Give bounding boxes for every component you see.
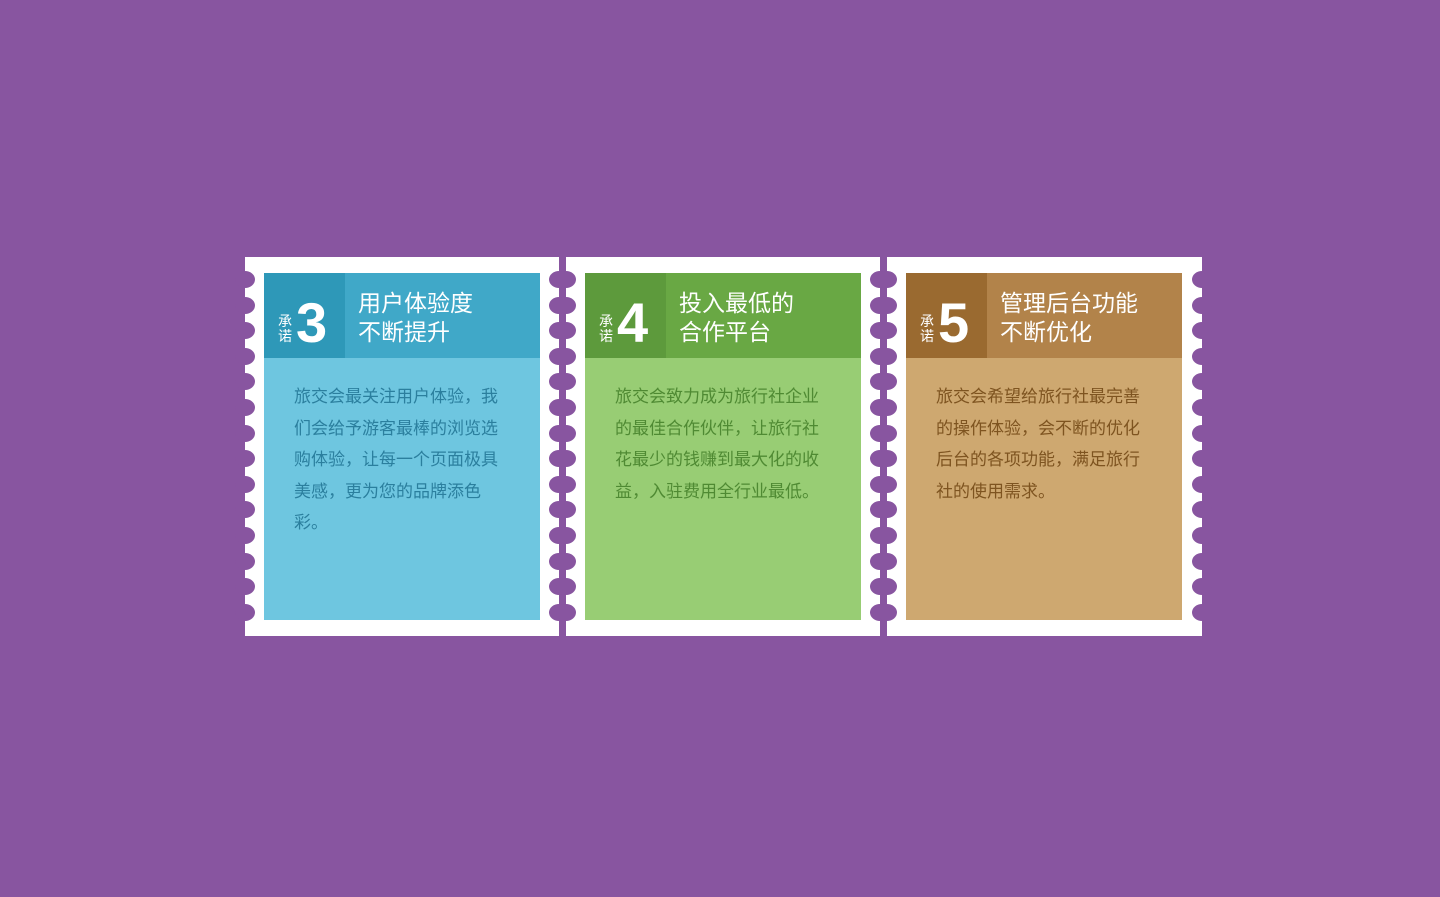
card-description: 旅交会希望给旅行社最完善的操作体验，会不断的优化后台的各项功能，满足旅行社的使用… [936, 387, 1140, 502]
card-title: 投入最低的 合作平台 [679, 290, 859, 348]
promise-label: 承诺 [599, 314, 613, 345]
card-header: 承诺 4 投入最低的 合作平台 [585, 273, 861, 358]
card-header: 承诺 5 管理后台功能 不断优化 [906, 273, 1182, 358]
card-title-line-1: 投入最低的 [679, 291, 794, 317]
card-title-line-1: 用户体验度 [358, 291, 473, 317]
promise-stamp-3: 承诺 3 用户体验度 不断提升 旅交会最关注用户体验，我们会给予游客最棒的浏览选… [235, 257, 569, 636]
card-body: 旅交会致力成为旅行社企业的最佳合作伙伴，让旅行社花最少的钱赚到最大化的收益，入驻… [585, 358, 861, 620]
promise-badge: 承诺 4 [585, 273, 666, 358]
promise-card: 承诺 4 投入最低的 合作平台 旅交会致力成为旅行社企业的最佳合作伙伴，让旅行社… [585, 273, 861, 620]
promise-label: 承诺 [278, 314, 292, 345]
stamp-perforation-left [235, 271, 255, 621]
promise-stamp-5: 承诺 5 管理后台功能 不断优化 旅交会希望给旅行社最完善的操作体验，会不断的优… [877, 257, 1212, 636]
card-title: 管理后台功能 不断优化 [1000, 290, 1180, 348]
promise-card: 承诺 5 管理后台功能 不断优化 旅交会希望给旅行社最完善的操作体验，会不断的优… [906, 273, 1182, 620]
card-title: 用户体验度 不断提升 [358, 290, 538, 348]
card-body: 旅交会最关注用户体验，我们会给予游客最棒的浏览选购体验，让每一个页面极具美感，更… [264, 358, 540, 620]
card-title-line-2: 不断优化 [1000, 320, 1092, 346]
card-title-line-1: 管理后台功能 [1000, 291, 1138, 317]
promise-number: 5 [938, 291, 970, 354]
promise-number: 3 [296, 291, 328, 354]
promise-card: 承诺 3 用户体验度 不断提升 旅交会最关注用户体验，我们会给予游客最棒的浏览选… [264, 273, 540, 620]
card-body: 旅交会希望给旅行社最完善的操作体验，会不断的优化后台的各项功能，满足旅行社的使用… [906, 358, 1182, 620]
stamp-perforation-left [877, 271, 897, 621]
card-description: 旅交会最关注用户体验，我们会给予游客最棒的浏览选购体验，让每一个页面极具美感，更… [294, 387, 498, 533]
promise-badge: 承诺 3 [264, 273, 345, 358]
card-title-line-2: 不断提升 [358, 320, 450, 346]
card-header: 承诺 3 用户体验度 不断提升 [264, 273, 540, 358]
stamp-perforation-left [556, 271, 576, 621]
promise-stamp-4: 承诺 4 投入最低的 合作平台 旅交会致力成为旅行社企业的最佳合作伙伴，让旅行社… [556, 257, 890, 636]
promise-label: 承诺 [920, 314, 934, 345]
card-title-line-2: 合作平台 [679, 320, 771, 346]
promise-number: 4 [617, 291, 649, 354]
card-description: 旅交会致力成为旅行社企业的最佳合作伙伴，让旅行社花最少的钱赚到最大化的收益，入驻… [615, 387, 819, 502]
stamp-perforation-right [1192, 271, 1212, 621]
promise-badge: 承诺 5 [906, 273, 987, 358]
promise-stamps: 承诺 3 用户体验度 不断提升 旅交会最关注用户体验，我们会给予游客最棒的浏览选… [235, 257, 1212, 636]
